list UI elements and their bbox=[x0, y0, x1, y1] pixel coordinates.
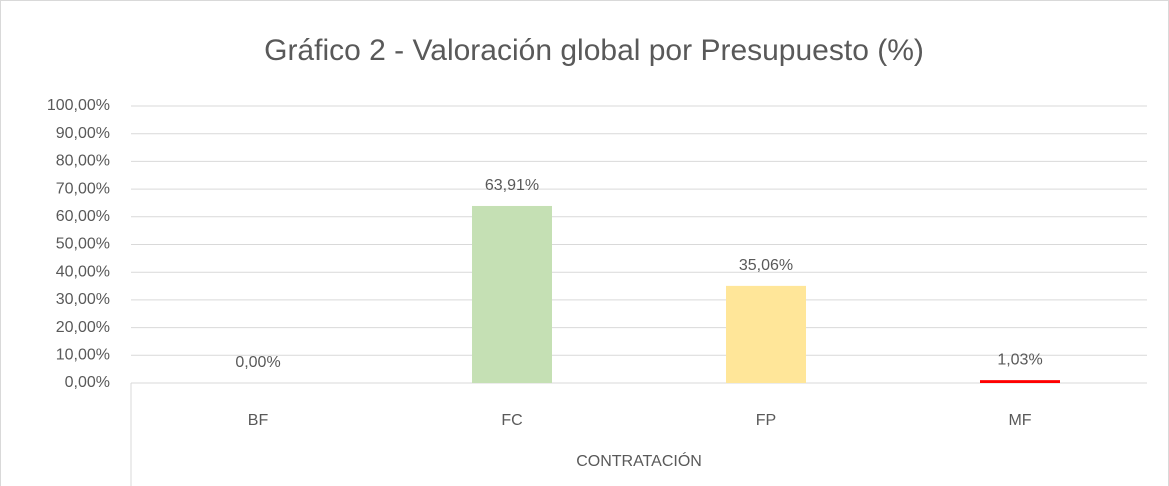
y-tick-label: 50,00% bbox=[56, 236, 110, 253]
bar bbox=[980, 380, 1060, 383]
x-tick-label: FP bbox=[756, 412, 776, 429]
x-axis-label: CONTRATACIÓN bbox=[576, 451, 702, 470]
y-tick-label: 10,00% bbox=[56, 347, 110, 364]
y-tick-label: 60,00% bbox=[56, 208, 110, 225]
bar bbox=[472, 205, 552, 383]
y-tick-label: 0,00% bbox=[65, 374, 110, 391]
data-label: 35,06% bbox=[739, 257, 793, 274]
y-tick-label: 80,00% bbox=[56, 153, 110, 170]
y-tick-label: 20,00% bbox=[56, 319, 110, 336]
y-tick-label: 30,00% bbox=[56, 291, 110, 308]
y-tick-label: 100,00% bbox=[47, 97, 110, 114]
data-label: 1,03% bbox=[997, 351, 1042, 368]
y-tick-label: 70,00% bbox=[56, 180, 110, 197]
data-label: 0,00% bbox=[235, 354, 280, 371]
data-label: 63,91% bbox=[485, 177, 539, 194]
y-tick-label: 90,00% bbox=[56, 125, 110, 142]
x-tick-label: FC bbox=[501, 412, 522, 429]
x-tick-label: MF bbox=[1008, 412, 1031, 429]
bar bbox=[726, 285, 806, 383]
y-tick-label: 40,00% bbox=[56, 263, 110, 280]
chart-title: Gráfico 2 - Valoración global por Presup… bbox=[264, 34, 924, 67]
x-tick-label: BF bbox=[248, 412, 269, 429]
